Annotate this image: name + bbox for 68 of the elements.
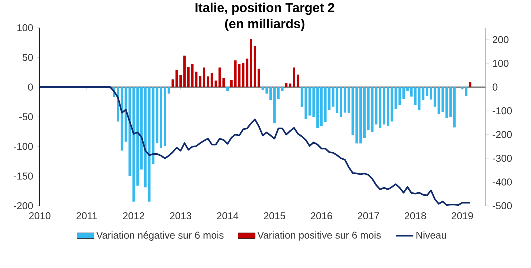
legend-label: Variation positive sur 6 mois <box>258 232 382 241</box>
bar <box>320 87 323 126</box>
bar <box>386 87 390 126</box>
bar <box>446 87 448 118</box>
x-tick-label: 2015 <box>264 212 286 220</box>
bar <box>308 87 312 116</box>
bar <box>438 87 440 114</box>
bar <box>383 87 386 125</box>
y2-tick-label: -100 <box>492 108 512 115</box>
y-tick-label: -200 <box>14 202 34 210</box>
x-tick-label: 2011 <box>76 212 98 220</box>
bar <box>356 87 358 144</box>
chart-title: Italie, position Target 2 <box>196 2 335 16</box>
y2-tick-label: 0 <box>492 84 498 91</box>
bar <box>234 60 237 88</box>
x-tick-label: 2019 <box>452 212 474 220</box>
bar <box>360 87 362 144</box>
bar <box>148 87 151 202</box>
bar <box>398 87 402 106</box>
legend-label: Variation négative sur 6 mois <box>96 232 224 241</box>
bar <box>379 87 382 128</box>
bar <box>184 56 186 88</box>
bar <box>316 87 319 128</box>
bar <box>203 68 206 88</box>
bar <box>465 87 468 96</box>
bar <box>191 64 194 88</box>
x-tick-label: 2014 <box>217 212 239 220</box>
bar <box>132 87 136 202</box>
x-tick-label: 2010 <box>29 212 51 220</box>
bar <box>344 87 346 113</box>
x-tick-label: 2013 <box>170 212 192 220</box>
x-tick-label: 2012 <box>123 212 144 220</box>
bar <box>336 87 339 114</box>
y2-tick-label: 200 <box>493 36 509 44</box>
bar <box>469 82 472 88</box>
bar <box>164 87 166 146</box>
y2-tick-label: 100 <box>493 60 509 68</box>
y-tick-label: -100 <box>14 143 34 150</box>
bar <box>210 73 214 88</box>
bar <box>242 63 245 88</box>
y2-tick-label: -200 <box>492 131 512 138</box>
bar <box>304 87 308 120</box>
bar <box>120 87 124 151</box>
bar <box>226 87 230 92</box>
bar <box>274 87 276 124</box>
bar <box>250 39 252 88</box>
y2-tick-label: -500 <box>492 202 512 210</box>
y-tick-label: -150 <box>14 172 34 180</box>
x-tick-label: 2017 <box>358 212 380 220</box>
bar <box>293 68 296 88</box>
bar <box>453 87 456 128</box>
bar <box>371 87 374 132</box>
y-tick-label: 100 <box>18 24 34 32</box>
bar <box>160 87 162 148</box>
y2-tick-label: -400 <box>492 178 512 186</box>
x-tick-label: 2018 <box>405 212 426 220</box>
bar <box>285 83 288 88</box>
bar <box>324 87 327 122</box>
legend-label: Niveau <box>416 232 446 239</box>
bar <box>340 87 342 117</box>
y2-tick-label: -300 <box>492 155 512 162</box>
y-tick-label: 50 <box>22 54 34 62</box>
bar <box>176 70 178 88</box>
y-tick-label: 0 <box>28 84 34 91</box>
chart-subtitle: (en milliards) <box>225 18 305 32</box>
x-tick-label: 2016 <box>311 212 332 220</box>
y-tick-label: -50 <box>20 113 34 121</box>
bar <box>426 87 429 96</box>
